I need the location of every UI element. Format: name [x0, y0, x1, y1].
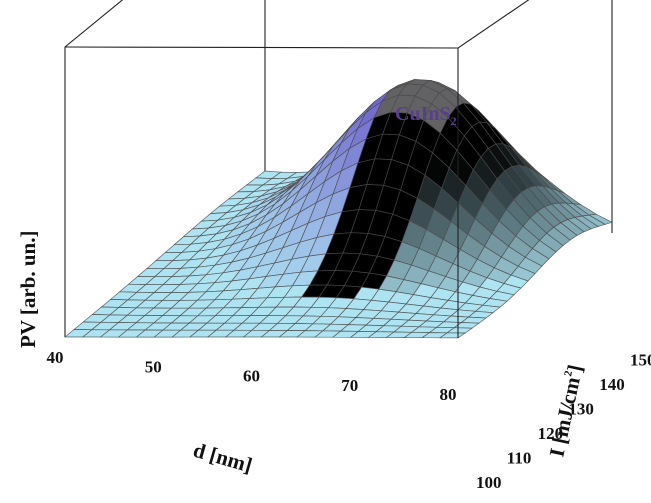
x-axis-ticks: 40 50 60 70 80 [47, 348, 457, 404]
x-tick-label: 60 [243, 367, 260, 386]
x-tick-label: 80 [440, 385, 457, 404]
chart-title: CuInS2 [395, 103, 457, 128]
bounding-box-front [64, 0, 530, 338]
x-tick-label: 50 [145, 357, 162, 376]
title-main: CuInS [395, 103, 451, 125]
title-subscript: 2 [451, 114, 457, 128]
y-tick-label: 120 [538, 424, 564, 443]
z-axis-label: PV [arb. un.] [16, 231, 40, 348]
surface-mesh [64, 79, 613, 339]
y-tick-label: 130 [568, 400, 594, 419]
x-tick-label: 70 [341, 376, 358, 395]
y-tick-label: 150 [630, 351, 651, 370]
box-back-edges [264, 0, 613, 233]
box-front-top-edge [64, 46, 459, 49]
x-tick-label: 40 [47, 348, 64, 367]
y-tick-label: 110 [507, 449, 532, 468]
x-axis-label: d [nm] [191, 438, 255, 478]
y-tick-label: 100 [476, 473, 502, 492]
y-tick-label: 140 [599, 375, 625, 394]
surface-cell [439, 332, 467, 339]
